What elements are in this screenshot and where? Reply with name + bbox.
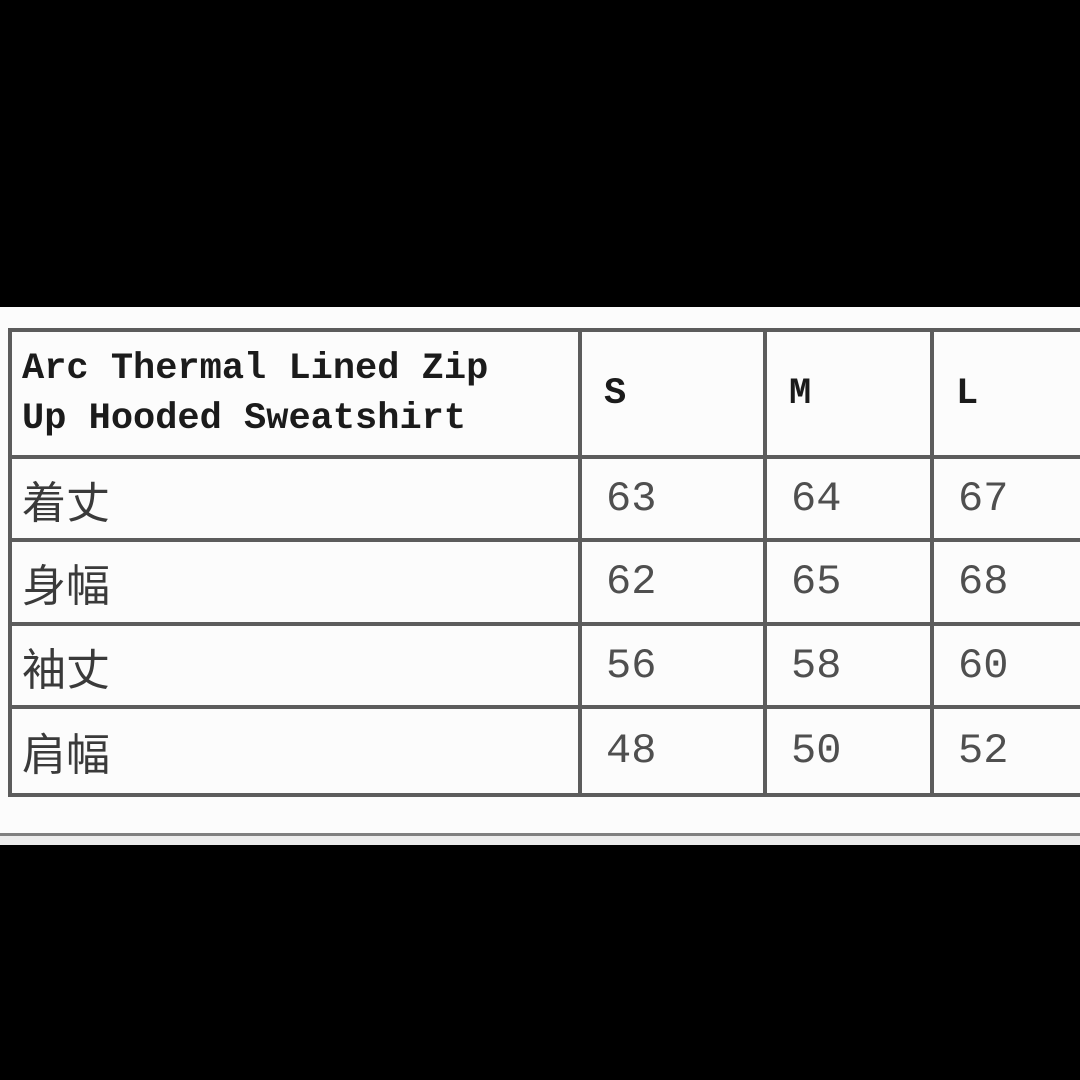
table-row-sleeve-length: 袖丈 56 58 60	[8, 622, 1080, 709]
size-column-header-s: S	[578, 328, 767, 459]
product-title: Arc Thermal Lined Zip Up Hooded Sweatshi…	[8, 328, 582, 459]
cell-sleeve-length-s: 56	[578, 622, 767, 709]
cell-body-length-m: 64	[763, 455, 934, 542]
cell-body-width-m: 65	[763, 538, 934, 626]
cell-body-width-l: 68	[930, 538, 1080, 626]
row-label-sleeve-length: 袖丈	[8, 622, 582, 709]
cell-body-length-s: 63	[578, 455, 767, 542]
table-row-body-width: 身幅 62 65 68	[8, 538, 1080, 626]
bottom-divider-band	[0, 836, 1080, 845]
header-row: Arc Thermal Lined Zip Up Hooded Sweatshi…	[8, 328, 1080, 459]
cell-shoulder-width-s: 48	[578, 705, 767, 797]
size-chart-table: Arc Thermal Lined Zip Up Hooded Sweatshi…	[8, 328, 1080, 797]
row-label-body-width: 身幅	[8, 538, 582, 626]
cell-shoulder-width-m: 50	[763, 705, 934, 797]
cell-sleeve-length-m: 58	[763, 622, 934, 709]
cell-sleeve-length-l: 60	[930, 622, 1080, 709]
cell-body-length-l: 67	[930, 455, 1080, 542]
cell-body-width-s: 62	[578, 538, 767, 626]
bottom-divider-rule	[0, 833, 1080, 836]
size-column-header-m: M	[763, 328, 934, 459]
row-label-body-length: 着丈	[8, 455, 582, 542]
row-label-shoulder-width: 肩幅	[8, 705, 582, 797]
table-row-body-length: 着丈 63 64 67	[8, 455, 1080, 542]
size-column-header-l: L	[930, 328, 1080, 459]
cell-shoulder-width-l: 52	[930, 705, 1080, 797]
table-row-shoulder-width: 肩幅 48 50 52	[8, 705, 1080, 797]
white-content-panel: Arc Thermal Lined Zip Up Hooded Sweatshi…	[0, 307, 1080, 833]
